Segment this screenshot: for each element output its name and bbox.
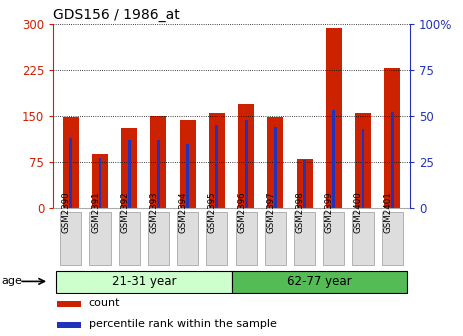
Bar [267,117,283,208]
FancyBboxPatch shape [323,212,344,265]
Text: percentile rank within the sample: percentile rank within the sample [89,319,276,329]
Text: GSM2391: GSM2391 [91,191,100,233]
FancyBboxPatch shape [60,212,81,265]
Text: GDS156 / 1986_at: GDS156 / 1986_at [53,8,180,23]
Bar [57,322,81,328]
FancyBboxPatch shape [148,212,169,265]
FancyBboxPatch shape [294,212,315,265]
Bar [362,129,364,208]
Bar [215,125,219,208]
Bar [296,159,313,208]
FancyBboxPatch shape [382,212,403,265]
Text: GSM2400: GSM2400 [354,191,363,233]
FancyBboxPatch shape [236,212,257,265]
Text: 21-31 year: 21-31 year [112,275,176,288]
Text: age: age [2,277,23,286]
Bar [355,113,371,208]
Bar [209,113,225,208]
Bar [186,144,189,208]
Bar [384,69,400,208]
Bar [157,140,160,208]
Text: GSM2393: GSM2393 [150,191,158,233]
Bar [69,138,72,208]
Bar [238,103,254,208]
Bar [303,160,306,208]
Bar [57,301,81,307]
Text: GSM2401: GSM2401 [383,191,392,233]
Bar [150,116,167,208]
Bar [391,112,394,208]
Bar [99,158,101,208]
FancyBboxPatch shape [177,212,198,265]
Text: GSM2392: GSM2392 [120,191,129,233]
FancyBboxPatch shape [206,212,227,265]
Text: GSM2394: GSM2394 [179,191,188,233]
FancyBboxPatch shape [232,270,407,293]
Text: GSM2398: GSM2398 [295,191,305,233]
FancyBboxPatch shape [352,212,374,265]
FancyBboxPatch shape [119,212,140,265]
Bar [121,128,137,208]
Bar [244,120,248,208]
Text: GSM2390: GSM2390 [62,191,71,233]
Text: GSM2399: GSM2399 [325,191,334,233]
Text: GSM2396: GSM2396 [237,191,246,233]
Bar [92,154,108,208]
Bar [326,28,342,208]
Bar [128,140,131,208]
Text: GSM2397: GSM2397 [266,191,275,233]
Bar [180,120,196,208]
Bar [332,110,335,208]
Text: count: count [89,298,120,308]
FancyBboxPatch shape [265,212,286,265]
FancyBboxPatch shape [56,270,232,293]
Bar [63,117,79,208]
Text: GSM2395: GSM2395 [208,191,217,233]
Text: 62-77 year: 62-77 year [287,275,351,288]
FancyBboxPatch shape [89,212,111,265]
Bar [274,127,277,208]
